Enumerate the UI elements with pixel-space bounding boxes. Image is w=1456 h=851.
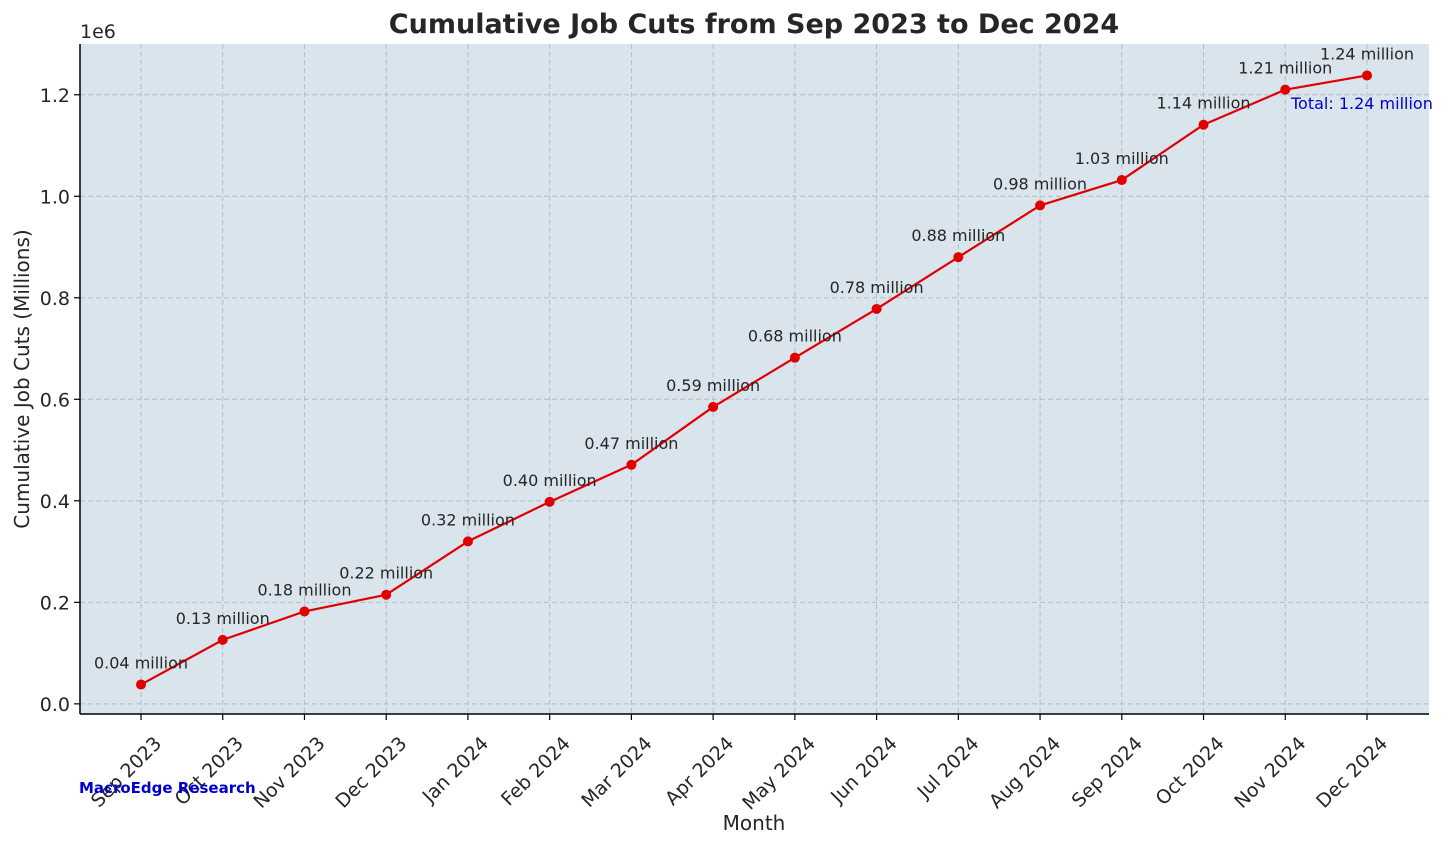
series-line — [140, 74, 1368, 686]
y-tick-label: 1.2 — [40, 85, 70, 107]
data-label: 1.14 million — [1157, 94, 1251, 113]
data-label: 1.21 million — [1238, 59, 1332, 78]
x-tick-label: Oct 2024 — [1151, 733, 1228, 810]
x-tick-label: Jun 2024 — [826, 733, 902, 809]
x-tick-label: Aug 2024 — [985, 733, 1065, 813]
data-point — [953, 252, 964, 263]
data-label: 1.24 million — [1320, 44, 1414, 63]
x-tick-label: Jan 2024 — [418, 733, 493, 808]
data-point — [1362, 70, 1372, 81]
y-axis-title: Cumulative Job Cuts (Millions) — [10, 229, 34, 528]
data-point — [381, 589, 392, 600]
x-tick-label: Feb 2024 — [497, 733, 575, 811]
data-point — [1035, 200, 1046, 211]
data-point — [1116, 175, 1127, 186]
grid — [80, 44, 1429, 714]
data-label: 0.04 million — [94, 654, 188, 673]
data-label: 0.98 million — [993, 174, 1087, 193]
x-ticks: Sep 2023 Oct 2023 Nov 2023 Dec 2023 Jan 2024… — [87, 714, 1392, 814]
data-label: 0.47 million — [584, 434, 678, 453]
y-tick-label: 1.0 — [40, 186, 70, 208]
y-tick-label: 0.0 — [40, 694, 70, 716]
x-tick-label: Oct 2023 — [171, 733, 248, 810]
data-label: 0.13 million — [176, 609, 270, 628]
x-tick-label: Apr 2024 — [661, 733, 738, 810]
data-label: 0.32 million — [421, 510, 515, 529]
x-tick-label: Sep 2023 — [87, 733, 166, 812]
data-label: 0.40 million — [503, 471, 597, 490]
data-label: 1.03 million — [1075, 149, 1169, 168]
data-labels: 0.04 million 0.13 million 0.18 million0.22… — [94, 44, 1414, 672]
data-point — [1280, 84, 1291, 95]
x-tick-label: Dec 2024 — [1312, 733, 1392, 813]
y-ticks: 0.0 0.2 0.4 0.6 0.8 1.0 1.2 — [40, 85, 80, 716]
y-tick-label: 0.2 — [40, 592, 70, 614]
x-tick-label: Sep 2024 — [1068, 733, 1147, 812]
data-label: 0.59 million — [666, 376, 760, 395]
data-point — [544, 496, 555, 507]
watermark: MacroEdge Research — [79, 779, 256, 797]
x-tick-label: Jul 2024 — [913, 733, 984, 804]
y-tick-label: 0.8 — [40, 288, 70, 310]
data-point — [136, 679, 146, 690]
x-tick-label: May 2024 — [738, 733, 820, 815]
data-point — [708, 401, 719, 412]
y-axis-offset-label: 1e6 — [80, 21, 116, 43]
chart-title: Cumulative Job Cuts from Sep 2023 to Dec… — [389, 9, 1119, 40]
data-label: 0.88 million — [911, 226, 1005, 245]
data-point — [626, 459, 637, 470]
series — [136, 70, 1372, 690]
x-axis-title: Month — [723, 811, 786, 835]
x-tick-label: Nov 2024 — [1230, 733, 1310, 813]
x-tick-label: Dec 2023 — [331, 733, 411, 813]
data-label: 0.68 million — [748, 327, 842, 346]
x-tick-label: Nov 2023 — [249, 733, 329, 813]
data-label: 0.18 million — [257, 580, 351, 599]
x-tick-label: Mar 2024 — [577, 733, 656, 812]
data-label: 0.22 million — [339, 564, 433, 583]
data-point — [462, 536, 473, 547]
total-annotation: Total: 1.24 million — [1290, 94, 1433, 113]
y-tick-label: 0.6 — [40, 389, 70, 411]
data-point — [789, 352, 800, 363]
data-label: 0.78 million — [830, 278, 924, 297]
data-point — [299, 606, 310, 617]
data-point — [871, 303, 882, 314]
data-point — [217, 634, 228, 645]
data-point — [1198, 119, 1209, 130]
y-tick-label: 0.4 — [40, 491, 70, 513]
